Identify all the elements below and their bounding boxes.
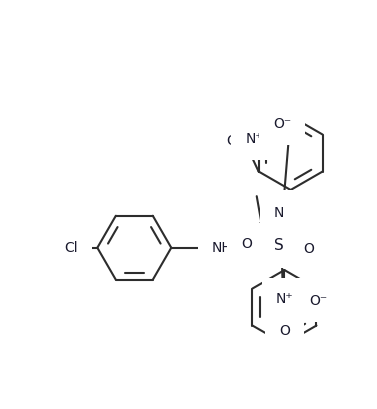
Text: O⁻: O⁻ — [309, 294, 327, 308]
Text: N: N — [274, 206, 284, 220]
Text: O⁻: O⁻ — [273, 117, 291, 131]
Text: N: N — [282, 204, 292, 218]
Text: O: O — [241, 237, 252, 251]
Text: S: S — [274, 238, 284, 253]
Text: Cl: Cl — [64, 241, 78, 255]
Text: O: O — [279, 324, 290, 338]
Text: N⁺: N⁺ — [276, 292, 293, 306]
Text: N⁺: N⁺ — [245, 132, 263, 146]
Text: NH: NH — [212, 241, 233, 255]
Text: O: O — [304, 242, 314, 256]
Text: O: O — [226, 134, 237, 148]
